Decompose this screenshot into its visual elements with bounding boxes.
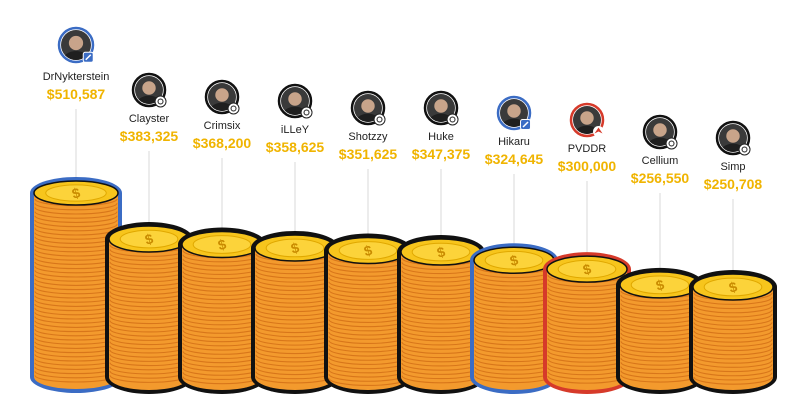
player-column: Hikaru $324,645 $ [470, 95, 558, 394]
gamepad-icon [227, 102, 240, 115]
earnings-value-label: $256,550 [631, 170, 690, 186]
gamepad-icon [446, 113, 459, 126]
coin-stack-bar: $ [470, 243, 558, 394]
coin-stack-bar: $ [543, 252, 631, 394]
gamepad-icon [373, 113, 386, 126]
dollar-coin-icon: $ [508, 251, 520, 269]
player-name-label: DrNykterstein [43, 71, 110, 83]
earnings-value-label: $510,587 [47, 86, 106, 102]
dollar-coin-icon: $ [435, 243, 447, 261]
player-avatar [496, 95, 532, 131]
player-name-label: Simp [720, 161, 745, 173]
player-name-label: iLLeY [281, 124, 310, 136]
player-name-label: Crimsix [204, 120, 241, 132]
gamepad-icon [665, 137, 678, 150]
player-avatar [204, 79, 240, 115]
player-avatar [569, 102, 605, 138]
dollar-coin-icon: $ [654, 276, 666, 294]
player-avatar [350, 90, 386, 126]
dollar-coin-icon: $ [362, 242, 374, 260]
coin-stack-bar: $ [689, 270, 777, 394]
coin-stack-bar: $ [251, 230, 339, 394]
earnings-value-label: $383,325 [120, 128, 179, 144]
player-avatar [131, 72, 167, 108]
earnings-value-label: $324,645 [485, 151, 544, 167]
player-name-label: Cellium [642, 155, 679, 167]
player-name-label: Huke [428, 131, 454, 143]
gamepad-icon [738, 143, 751, 156]
player-column: Simp $250,708 $ [689, 120, 777, 394]
coin-stack-bar: $ [324, 233, 412, 394]
player-avatar [423, 90, 459, 126]
earnings-value-label: $358,625 [266, 139, 325, 155]
dollar-coin-icon: $ [727, 278, 739, 296]
earnings-value-label: $368,200 [193, 135, 252, 151]
player-column: Huke $347,375 $ [397, 90, 485, 394]
pencil-icon [520, 119, 532, 131]
gamepad-icon [300, 106, 313, 119]
player-name-label: Hikaru [498, 136, 530, 148]
gamepad-icon [154, 95, 167, 108]
player-avatar [642, 114, 678, 150]
player-column: Cellium $256,550 $ [616, 114, 704, 394]
player-avatar [277, 83, 313, 119]
player-column: Shotzzy $351,625 $ [324, 90, 412, 394]
coin-stack-bar: $ [397, 235, 485, 394]
earnings-value-label: $300,000 [558, 158, 617, 174]
pencil-icon [82, 51, 94, 63]
dollar-coin-icon: $ [143, 230, 155, 248]
player-avatar [57, 26, 95, 64]
earnings-value-label: $347,375 [412, 146, 471, 162]
player-column: iLLeY $358,625 $ [251, 83, 339, 394]
player-avatar [715, 120, 751, 156]
coin-stack-bar: $ [178, 227, 266, 394]
dollar-coin-icon: $ [216, 236, 228, 254]
dollar-coin-icon: $ [70, 184, 82, 202]
dollar-coin-icon: $ [581, 260, 593, 278]
earnings-value-label: $250,708 [704, 176, 763, 192]
player-name-label: Clayster [129, 113, 170, 125]
dragon-icon [593, 126, 605, 138]
player-column: DrNykterstein $510,587 $ [30, 26, 122, 393]
player-column: PVDDR $300,000 $ [543, 102, 631, 394]
player-column: Crimsix $368,200 $ [178, 79, 266, 394]
dollar-coin-icon: $ [289, 239, 301, 257]
player-name-label: Shotzzy [348, 131, 388, 143]
player-name-label: PVDDR [568, 143, 607, 155]
earnings-value-label: $351,625 [339, 146, 398, 162]
coin-stack-bar: $ [616, 267, 704, 394]
